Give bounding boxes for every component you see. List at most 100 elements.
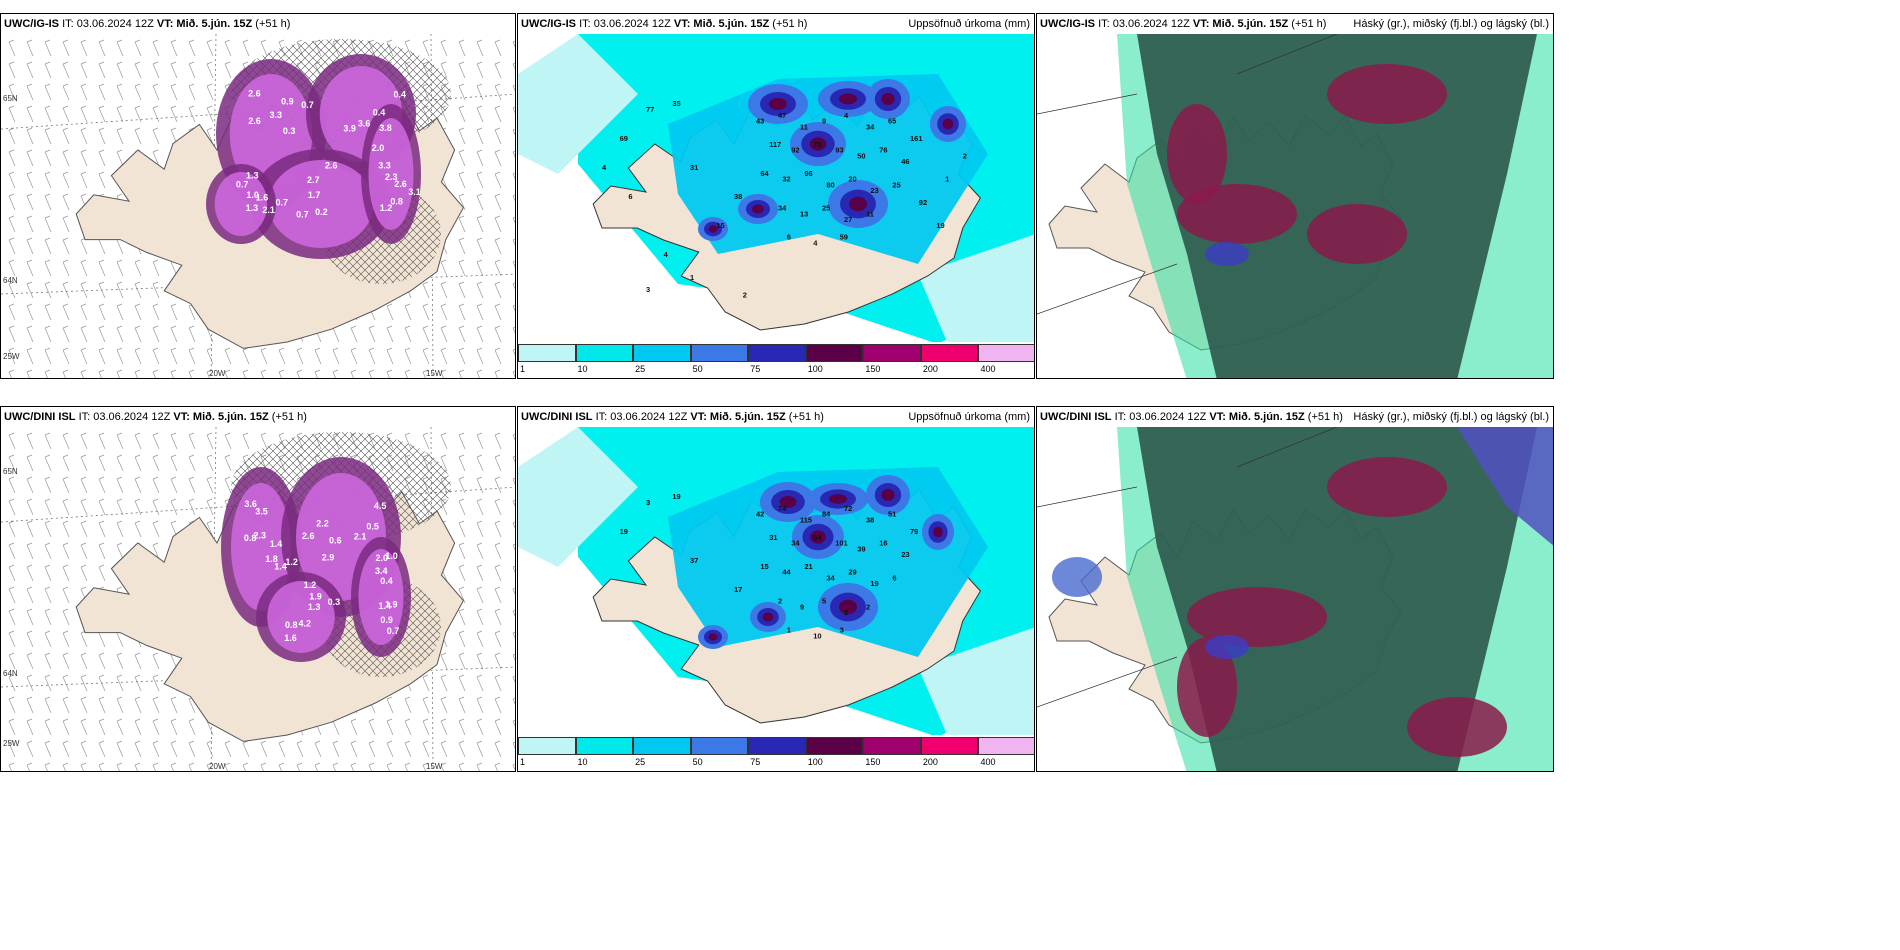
wind-barb	[170, 83, 178, 101]
wind-barb	[8, 542, 16, 560]
wind-barb	[224, 61, 232, 79]
wind-field	[268, 160, 374, 248]
colorbar-segment	[920, 737, 979, 755]
graticule-line	[1236, 34, 1338, 75]
wind-barb	[260, 347, 268, 365]
wind-barb	[476, 498, 484, 516]
wind-barb	[494, 718, 502, 736]
high-cloud-field	[1187, 587, 1327, 647]
wind-barb	[8, 83, 16, 101]
wind-barb	[8, 652, 16, 670]
wind-barb	[98, 696, 106, 714]
wind-barb	[116, 325, 124, 343]
wind-barb	[170, 369, 177, 378]
wind-barb	[404, 718, 412, 736]
cloud-map	[1037, 34, 1553, 378]
wind-value-label: 1.3	[246, 171, 259, 181]
wind-barb	[170, 740, 178, 758]
wind-barb	[134, 674, 142, 692]
colorbar-segment	[748, 344, 806, 362]
lon-label-right: 15W	[426, 762, 443, 771]
precip-value-label: 38	[734, 192, 742, 201]
wind-barb	[476, 281, 484, 299]
valid-time-label: VT:	[1209, 411, 1226, 423]
colorbar-tick-label: 50	[692, 757, 703, 767]
colorbar-tick-label: 200	[922, 757, 938, 767]
wind-barb	[44, 325, 52, 343]
wind-barb	[476, 259, 484, 277]
wind-barb	[494, 498, 502, 516]
model-name: UWC/DINI ISL	[4, 411, 76, 423]
precip-value-label: 76	[879, 146, 887, 155]
wind-barb	[296, 762, 303, 771]
precip-value-label: 19	[672, 492, 680, 501]
wind-barb	[170, 325, 178, 343]
wind-barb	[494, 586, 502, 604]
wind-barb	[476, 193, 484, 211]
wind-barb	[476, 347, 484, 365]
precip-value-label: 19	[870, 579, 878, 588]
wind-barb	[134, 259, 142, 277]
wind-barb	[116, 61, 124, 79]
wind-barb	[8, 564, 16, 582]
precip-value-label: 3	[840, 626, 844, 635]
wind-barb	[512, 741, 515, 749]
wind-barb	[476, 674, 484, 692]
precip-value-label: 69	[620, 134, 628, 143]
precip-value-label: 79	[910, 527, 918, 536]
wind-barb	[44, 696, 52, 714]
wind-barb	[494, 608, 502, 626]
low-cloud-field	[1205, 242, 1249, 266]
wind-barb	[26, 369, 33, 378]
wind-barb	[134, 762, 141, 771]
wind-value-label: 0.9	[281, 97, 294, 107]
wind-barb	[224, 454, 232, 472]
wind-barb	[80, 432, 88, 450]
wind-value-label: 2.6	[248, 116, 261, 126]
wind-value-label: 1.6	[256, 192, 269, 202]
precip-value-label: 59	[840, 233, 848, 242]
valid-time-label: VT:	[1192, 18, 1210, 30]
wind-barb	[134, 127, 142, 145]
lon-label-far: 25W	[3, 739, 20, 748]
wind-value-label: 0.8	[244, 533, 257, 543]
wind-value-label: 3.6	[358, 119, 371, 129]
wind-value-label: 3.4	[375, 566, 388, 576]
high-cloud-field	[1177, 637, 1237, 737]
wind-barb	[152, 652, 160, 670]
wind-barb	[170, 347, 178, 365]
wind-value-label: 3.9	[343, 124, 356, 134]
colorbar-tick-label: 10	[577, 364, 588, 374]
wind-barb	[476, 586, 484, 604]
wind-value-label: 0.7	[387, 626, 400, 636]
wind-barb	[8, 762, 15, 771]
wind-value-label: 1.2	[285, 557, 298, 567]
wind-barb	[278, 369, 285, 378]
wind-barb	[512, 455, 515, 463]
panel-header: UWC/DINI ISL IT: 03.06.2024 12Z VT: Mið.…	[1037, 407, 1553, 427]
wind-barb	[152, 476, 160, 494]
wind-barb	[80, 171, 88, 189]
wind-barb	[512, 282, 515, 290]
wind-barb	[458, 476, 466, 494]
wind-barb	[44, 39, 52, 57]
wind-barb	[422, 718, 430, 736]
wind-barb	[44, 149, 52, 167]
wind-barb	[206, 498, 214, 516]
wind-barb	[512, 433, 515, 441]
wind-barb	[368, 762, 375, 771]
wind-barb	[98, 498, 106, 516]
wind-barb	[152, 454, 160, 472]
wind-barb	[152, 674, 160, 692]
wind-barb	[62, 149, 70, 167]
lat-label-bottom: 64N	[3, 669, 18, 678]
precip-field-100	[839, 93, 857, 105]
wind-barb	[98, 83, 106, 101]
wind-barb	[512, 719, 515, 727]
graticule-line	[1, 273, 515, 295]
wind-value-label: 0.3	[283, 126, 296, 136]
wind-barb	[260, 39, 268, 57]
wind-barb	[80, 674, 88, 692]
wind-barb	[170, 39, 178, 57]
wind-barb	[368, 369, 375, 378]
